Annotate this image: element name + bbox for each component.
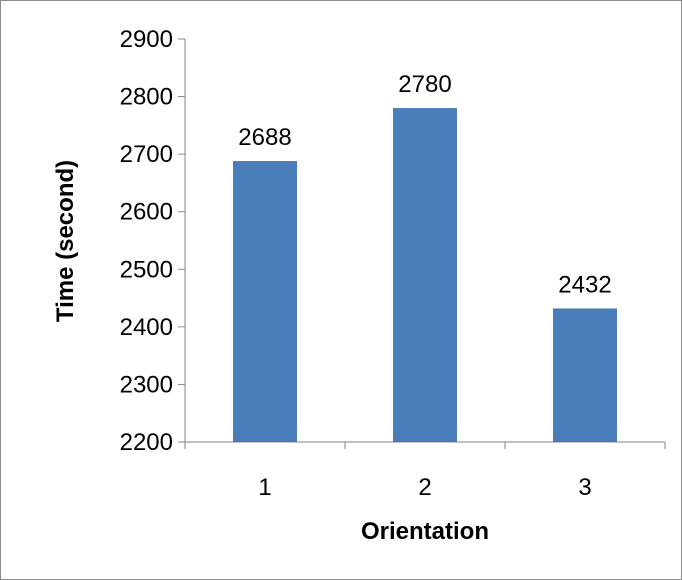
- data-labels: 2688 2780 2432: [238, 71, 611, 298]
- y-tick-label: 2700: [120, 141, 173, 168]
- bar-value-label: 2688: [238, 124, 291, 151]
- y-tick-label: 2500: [120, 256, 173, 283]
- y-axis-title: Time (second): [52, 160, 79, 322]
- bar: [393, 108, 457, 442]
- x-axis: 1 2 3: [184, 441, 666, 501]
- x-tick-label: 2: [418, 474, 431, 501]
- y-tick-label: 2800: [120, 84, 173, 111]
- x-axis-title: Orientation: [361, 518, 489, 545]
- y-axis: 2200 2300 2400 2500 2600 2700 2800 2900: [120, 26, 186, 456]
- y-tick-label: 2200: [120, 429, 173, 456]
- bar-value-label: 2432: [558, 271, 611, 298]
- y-tick-label: 2900: [120, 26, 173, 53]
- bar-value-label: 2780: [398, 71, 451, 98]
- bar: [553, 308, 617, 442]
- x-tick-label: 1: [258, 474, 271, 501]
- bars: [233, 108, 617, 442]
- y-tick-label: 2400: [120, 314, 173, 341]
- y-tick-label: 2600: [120, 199, 173, 226]
- x-tick-label: 3: [578, 474, 591, 501]
- y-tick-label: 2300: [120, 371, 173, 398]
- bar: [233, 161, 297, 442]
